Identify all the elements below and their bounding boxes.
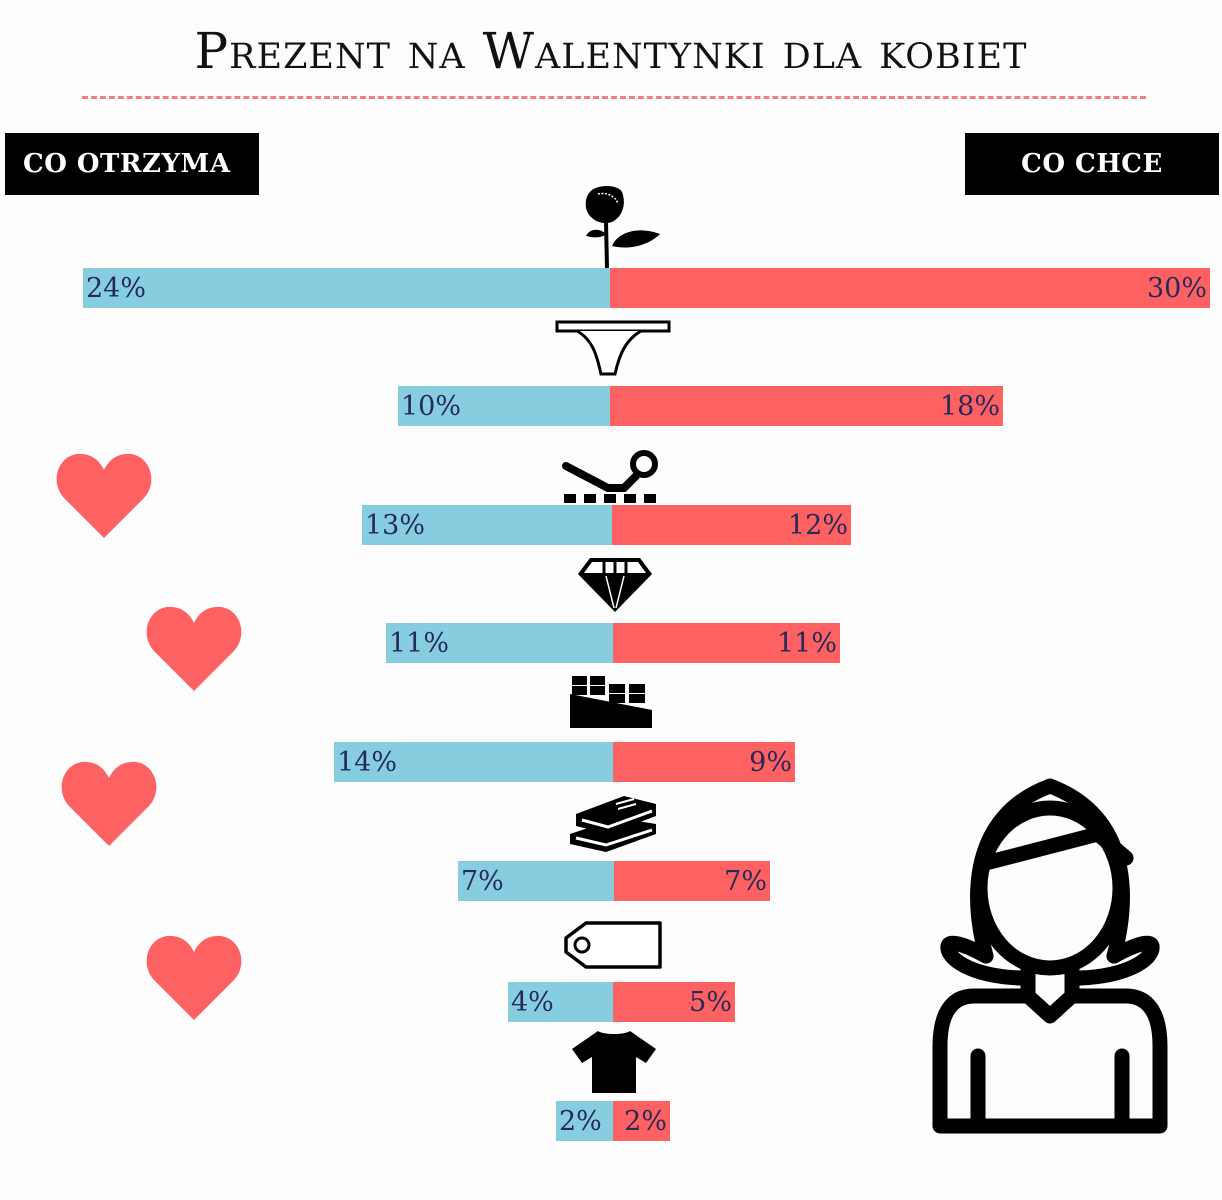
scissors-icon <box>562 450 658 503</box>
bar-wanted-scissors: 12% <box>612 505 851 545</box>
tshirt-icon <box>572 1031 656 1093</box>
bar-received-tshirt: 2% <box>556 1101 613 1141</box>
value-received: 14% <box>337 746 398 778</box>
value-received: 24% <box>86 272 147 304</box>
value-wanted: 9% <box>749 746 792 778</box>
value-received: 13% <box>365 509 426 541</box>
value-received: 11% <box>389 627 450 659</box>
value-received: 2% <box>559 1105 602 1137</box>
value-received: 4% <box>511 986 554 1018</box>
bar-received-books: 7% <box>458 861 614 901</box>
heart-icon <box>56 453 152 538</box>
bar-wanted-gift-tag: 5% <box>613 982 735 1022</box>
bar-wanted-diamond: 11% <box>613 623 840 663</box>
legend-wanted: CO CHCE <box>965 133 1219 195</box>
bar-wanted-books: 7% <box>614 861 770 901</box>
bar-received-rose: 24% <box>83 268 610 308</box>
bar-wanted-tshirt: 2% <box>613 1101 670 1141</box>
value-received: 10% <box>401 390 462 422</box>
value-received: 7% <box>461 865 504 897</box>
gift-tag-icon <box>564 921 662 969</box>
value-wanted: 2% <box>624 1105 667 1137</box>
page-title: Prezent na Walentynki dla kobiet <box>194 22 1028 80</box>
books-icon <box>570 796 656 852</box>
heart-icon <box>61 761 157 846</box>
lingerie-icon <box>555 320 671 376</box>
bar-received-chocolate: 14% <box>334 742 613 782</box>
heart-icon <box>146 935 242 1020</box>
chocolate-icon <box>570 676 652 728</box>
value-wanted: 30% <box>1146 272 1207 304</box>
value-wanted: 12% <box>787 509 848 541</box>
bar-received-gift-tag: 4% <box>508 982 613 1022</box>
diamond-icon <box>578 558 652 612</box>
value-wanted: 7% <box>724 865 767 897</box>
bar-received-scissors: 13% <box>362 505 612 545</box>
rose-icon <box>585 186 660 268</box>
bar-received-lingerie: 10% <box>398 386 610 426</box>
bar-received-diamond: 11% <box>386 623 613 663</box>
value-wanted: 11% <box>776 627 837 659</box>
heart-icon <box>146 606 242 691</box>
bar-wanted-rose: 30% <box>610 268 1210 308</box>
woman-avatar-icon <box>932 778 1168 1134</box>
legend-received: CO OTRZYMA <box>5 133 259 195</box>
title-divider <box>82 96 1146 99</box>
value-wanted: 18% <box>939 390 1000 422</box>
bar-wanted-lingerie: 18% <box>610 386 1003 426</box>
bar-wanted-chocolate: 9% <box>613 742 795 782</box>
value-wanted: 5% <box>689 986 732 1018</box>
